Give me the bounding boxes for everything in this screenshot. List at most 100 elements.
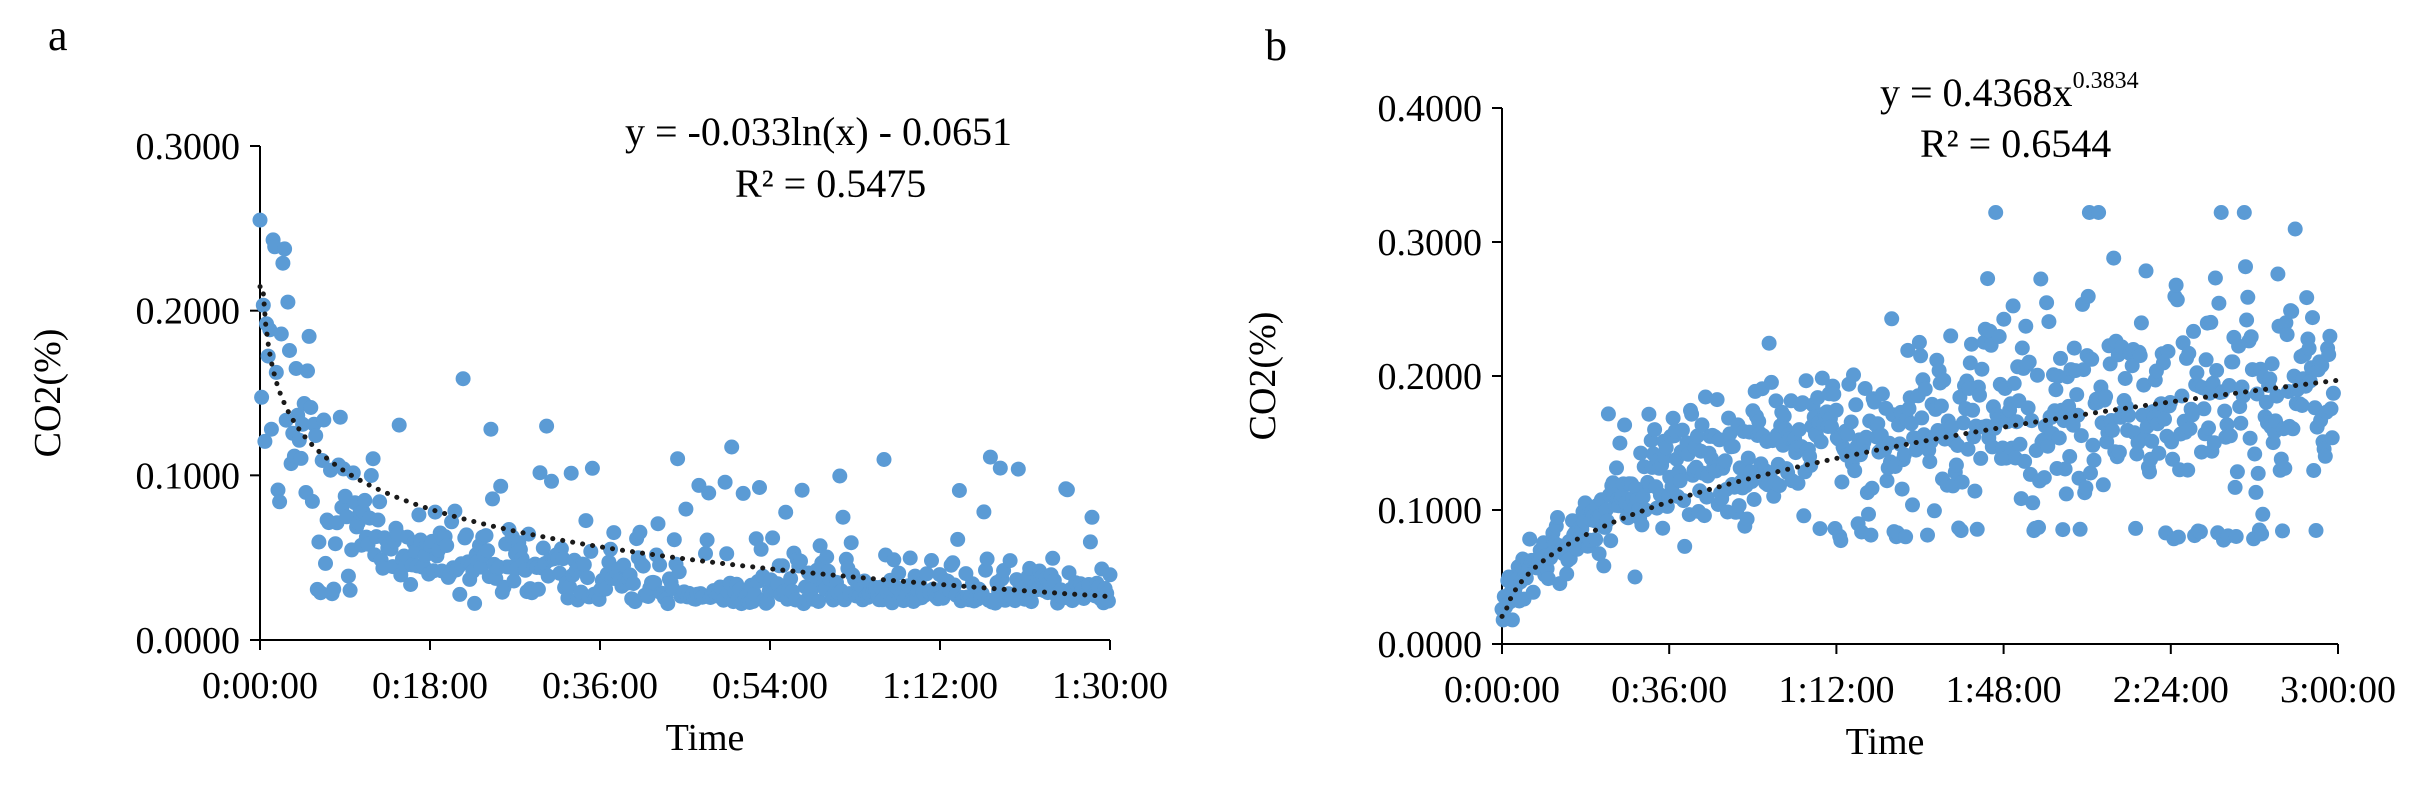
data-point — [2005, 298, 2021, 314]
data-point — [1933, 398, 1949, 414]
data-point — [2117, 371, 2133, 386]
data-point — [2222, 428, 2238, 444]
plot-area-a: 0.0000 0.1000 0.2000 0.3000 0:00:00 0:18:00 0:… — [27, 126, 1168, 759]
data-point — [2207, 270, 2223, 286]
data-point — [2279, 327, 2295, 343]
data-point — [2072, 521, 2088, 537]
data-point — [2236, 205, 2252, 220]
x-tick-label: 1:12:00 — [1778, 669, 1894, 711]
data-point — [1858, 429, 1874, 445]
data-point — [391, 417, 407, 433]
data-point — [1988, 205, 2004, 220]
data-point — [303, 400, 319, 415]
data-point — [1846, 367, 1861, 383]
scatter-series — [252, 212, 1118, 612]
x-tick-label: 0:00:00 — [1444, 669, 1560, 711]
data-point — [635, 558, 651, 574]
data-point — [678, 501, 694, 517]
data-point — [447, 503, 463, 519]
data-point — [2084, 351, 2100, 367]
data-point — [2239, 312, 2255, 328]
data-point — [2306, 463, 2322, 478]
data-point — [1609, 460, 1624, 476]
data-point — [2105, 422, 2120, 438]
data-point — [1954, 474, 1970, 490]
data-point — [2051, 430, 2067, 446]
data-point — [2040, 438, 2056, 454]
data-point — [650, 516, 666, 532]
data-point — [2144, 433, 2160, 449]
data-point — [2225, 354, 2241, 370]
data-point — [1955, 415, 1971, 431]
data-point — [2006, 375, 2022, 391]
data-point — [288, 361, 304, 376]
data-point — [1974, 361, 1990, 377]
data-point — [2121, 407, 2137, 423]
data-point — [340, 568, 356, 584]
data-point — [1763, 374, 1779, 390]
x-tick-label: 1:30:00 — [1052, 665, 1168, 707]
data-point — [1739, 511, 1755, 527]
data-point — [2278, 315, 2294, 331]
data-point — [455, 371, 471, 387]
data-point — [1905, 497, 1920, 513]
data-point — [1002, 553, 1018, 569]
data-point — [1962, 355, 1978, 371]
data-point — [902, 550, 918, 566]
data-point — [2062, 449, 2078, 464]
data-point — [717, 474, 733, 490]
data-point — [976, 504, 992, 520]
data-point — [2192, 524, 2208, 540]
data-point — [1637, 502, 1653, 518]
data-point — [2217, 403, 2233, 419]
data-point — [606, 525, 622, 541]
data-point — [1913, 348, 1929, 364]
data-point — [1847, 463, 1863, 479]
data-point — [458, 527, 474, 543]
data-point — [1658, 440, 1674, 456]
data-point — [886, 552, 902, 568]
data-point — [1791, 422, 1807, 438]
data-point — [2160, 344, 2176, 359]
data-point — [1696, 508, 1712, 524]
data-point — [2020, 400, 2036, 416]
data-point — [2066, 340, 2082, 356]
equation-a: y = -0.033ln(x) - 0.0651 — [625, 109, 1012, 154]
data-point — [2308, 523, 2324, 538]
data-point — [252, 212, 268, 228]
data-point — [304, 493, 320, 509]
data-point — [752, 480, 767, 495]
y-tick-label: 0.3000 — [136, 126, 241, 168]
data-point — [2181, 345, 2197, 361]
data-point — [2248, 484, 2264, 500]
data-point — [1084, 509, 1100, 525]
data-point — [2235, 388, 2251, 404]
data-point — [1843, 414, 1859, 430]
data-point — [1010, 461, 1026, 477]
data-point — [1790, 475, 1806, 491]
data-point — [2196, 401, 2212, 417]
data-point — [318, 555, 333, 571]
data-point — [671, 564, 687, 580]
data-point — [2299, 290, 2315, 306]
data-point — [1926, 503, 1942, 519]
data-point — [1964, 336, 1979, 352]
data-point — [1898, 529, 1914, 545]
data-point — [2169, 292, 2185, 308]
data-point — [1943, 328, 1959, 344]
data-point — [2270, 266, 2286, 282]
data-point — [2073, 428, 2089, 444]
data-point — [257, 433, 273, 449]
data-point — [1522, 531, 1538, 547]
data-point — [1828, 402, 1844, 418]
data-point — [339, 509, 355, 525]
data-point — [1694, 417, 1710, 433]
data-point — [2157, 411, 2172, 427]
data-point — [580, 570, 595, 586]
data-point — [1812, 521, 1828, 537]
data-point — [1665, 410, 1681, 426]
data-point — [2014, 340, 2030, 356]
data-point — [2098, 389, 2114, 404]
data-point — [313, 585, 329, 601]
data-point — [1894, 481, 1910, 497]
